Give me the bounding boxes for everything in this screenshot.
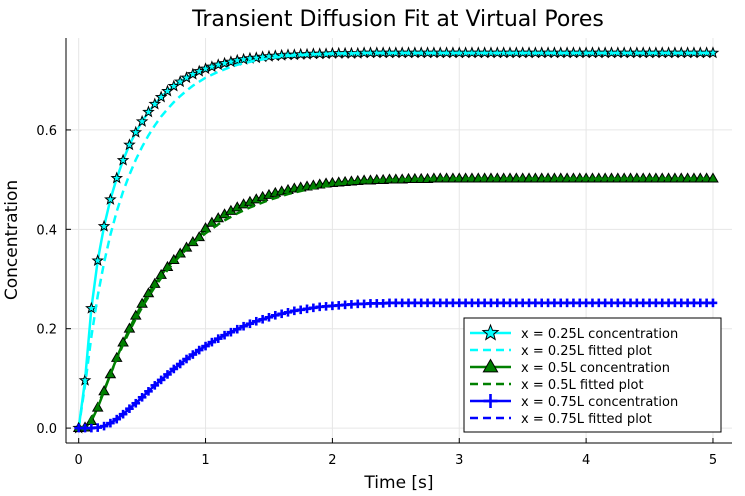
series-1-marker xyxy=(142,105,155,118)
series-4-line xyxy=(78,177,713,430)
series-5-marker xyxy=(169,364,179,374)
legend-marker-5 xyxy=(483,394,498,408)
x-tick-label: 0 xyxy=(75,453,83,468)
series-1-marker xyxy=(135,114,149,127)
series-5-marker xyxy=(131,398,141,408)
series-3-marker xyxy=(707,172,719,183)
series-1-marker xyxy=(110,171,124,184)
series-1-marker xyxy=(104,192,117,205)
legend-box xyxy=(463,317,722,433)
x-tick-label: 2 xyxy=(328,453,336,468)
series-6-line xyxy=(78,301,713,430)
series-2 xyxy=(77,51,713,429)
y-tick-label: 0.0 xyxy=(36,422,57,437)
series-1-marker xyxy=(97,219,111,232)
series-5-marker xyxy=(118,409,128,419)
legend-label-5: x = 0.75L concentration xyxy=(521,395,678,410)
series-1-marker xyxy=(148,97,162,110)
series-5-marker xyxy=(150,381,160,390)
legend-label-4: x = 0.5L fitted plot xyxy=(521,378,644,393)
y-tick-label: 0.6 xyxy=(36,124,57,139)
series-5-marker xyxy=(188,350,198,359)
legend-label-1: x = 0.25L concentration xyxy=(521,327,678,342)
series-3-marker xyxy=(193,231,206,242)
x-tick-label: 4 xyxy=(582,453,590,468)
axes xyxy=(65,38,732,444)
y-tick-label: 0.4 xyxy=(36,223,57,238)
x-axis-label: Time [s] xyxy=(363,473,433,493)
series-1-marker xyxy=(116,153,130,166)
legend-label-3: x = 0.5L concentration xyxy=(521,361,670,376)
y-tick-label: 0.2 xyxy=(36,323,57,338)
y-ticks: 0.0 0.2 0.4 0.6 xyxy=(36,124,71,437)
series-4 xyxy=(78,177,713,430)
legend-marker-1 xyxy=(481,323,500,341)
series-1-marker xyxy=(129,125,143,138)
series-5-marker xyxy=(156,375,166,385)
x-tick-label: 3 xyxy=(455,453,463,468)
chart-title: Transient Diffusion Fit at Virtual Pores xyxy=(191,7,604,32)
series xyxy=(72,46,720,434)
series-1-marker xyxy=(123,138,136,151)
legend-label-2: x = 0.25L fitted plot xyxy=(521,344,652,359)
series-3-marker xyxy=(98,385,110,396)
x-ticks: 0 1 2 3 4 5 xyxy=(75,438,717,468)
series-3-marker xyxy=(199,222,212,233)
series-2-line xyxy=(77,51,713,429)
y-axis-label: Concentration xyxy=(2,180,22,300)
x-tick-label: 1 xyxy=(201,453,209,468)
series-5-marker xyxy=(137,392,147,402)
series-5-marker xyxy=(220,330,229,340)
legend-label-6: x = 0.75L fitted plot xyxy=(521,412,652,427)
series-1-marker xyxy=(706,46,720,59)
series-1-marker xyxy=(91,254,105,266)
x-tick-label: 5 xyxy=(709,453,717,468)
legend-marker-3 xyxy=(482,358,499,373)
series-6 xyxy=(78,301,713,430)
legend: x = 0.25L concentration x = 0.25L fitted … xyxy=(463,317,722,433)
series-5-marker xyxy=(201,341,210,351)
